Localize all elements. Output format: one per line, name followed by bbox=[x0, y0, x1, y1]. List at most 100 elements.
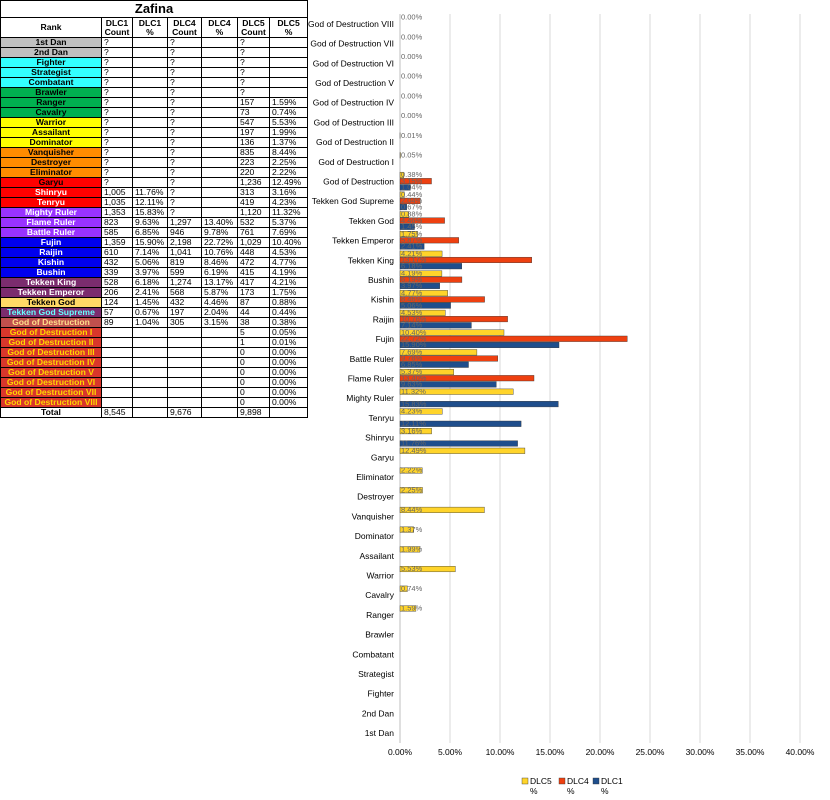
table-cell: 4.21% bbox=[268, 277, 309, 288]
rank-label: Fujin bbox=[0, 237, 102, 248]
table-cell: ? bbox=[167, 197, 202, 208]
category-label: Dominator bbox=[355, 531, 394, 541]
table-cell bbox=[201, 37, 238, 48]
bar bbox=[399, 428, 432, 435]
data-label: 8.46% bbox=[401, 295, 423, 304]
table-cell bbox=[101, 397, 133, 408]
table-cell: ? bbox=[101, 47, 133, 58]
table-cell: ? bbox=[101, 167, 133, 178]
table-cell: 432 bbox=[167, 297, 202, 308]
table-cell: 1,005 bbox=[101, 187, 133, 198]
table-cell: 2.41% bbox=[132, 287, 168, 298]
table-cell: 15.90% bbox=[132, 237, 168, 248]
bar bbox=[399, 270, 443, 277]
rank-label: Battle Ruler bbox=[0, 227, 102, 238]
rank-label: Bushin bbox=[0, 267, 102, 278]
data-label: 22.72% bbox=[401, 334, 427, 343]
table-cell bbox=[167, 377, 202, 388]
data-label: 0.00% bbox=[401, 52, 423, 61]
data-label: 4.19% bbox=[401, 269, 423, 278]
data-label: 1.75% bbox=[401, 229, 423, 238]
table-cell bbox=[101, 387, 133, 398]
table-cell: 0.00% bbox=[268, 357, 309, 368]
table-cell: ? bbox=[101, 157, 133, 168]
table-cell: 528 bbox=[101, 277, 133, 288]
rank-label: Vanquisher bbox=[0, 147, 102, 158]
table-cell: ? bbox=[167, 157, 202, 168]
category-label: God of Destruction I bbox=[318, 157, 394, 167]
table-cell: 5.06% bbox=[132, 257, 168, 268]
bar bbox=[399, 282, 440, 289]
category-label: Destroyer bbox=[357, 492, 394, 502]
table-header: Rank bbox=[0, 17, 102, 38]
table-cell bbox=[132, 137, 168, 148]
table-cell bbox=[201, 47, 238, 58]
category-label: Cavalry bbox=[365, 590, 395, 600]
table-cell: ? bbox=[101, 97, 133, 108]
table-row: God of Destruction VII 0 0.00% bbox=[0, 387, 309, 398]
data-label: 1.37% bbox=[401, 525, 423, 534]
table-cell: ? bbox=[101, 137, 133, 148]
table-cell: ? bbox=[167, 87, 202, 98]
table-cell: 547 bbox=[237, 117, 270, 128]
table-cell bbox=[201, 87, 238, 98]
table-cell: ? bbox=[167, 57, 202, 68]
table-cell bbox=[201, 377, 238, 388]
table-cell bbox=[132, 97, 168, 108]
table-cell: 4.53% bbox=[268, 247, 309, 258]
table-cell bbox=[201, 77, 238, 88]
table-cell bbox=[101, 347, 133, 358]
table-cell bbox=[167, 397, 202, 408]
x-tick-label: 30.00% bbox=[686, 747, 715, 757]
table-row: Tekken Emperor 206 2.41% 568 5.87% 173 1.75% bbox=[0, 287, 309, 298]
table-cell: 5 bbox=[237, 327, 270, 338]
data-label: 0.00% bbox=[401, 13, 423, 22]
table-cell bbox=[101, 367, 133, 378]
rank-label: Warrior bbox=[0, 117, 102, 128]
table-cell bbox=[201, 157, 238, 168]
rank-label: Tekken God Supreme bbox=[0, 307, 102, 318]
table-cell bbox=[201, 127, 238, 138]
total-cell: 8,545 bbox=[101, 407, 133, 418]
data-label: 0.74% bbox=[401, 584, 423, 593]
table-cell: 1.37% bbox=[268, 137, 309, 148]
table-cell: 38 bbox=[237, 317, 270, 328]
table-cell: 197 bbox=[167, 307, 202, 318]
table-row: Tenryu 1,035 12.11%? 419 4.23% bbox=[0, 197, 309, 208]
table-cell bbox=[132, 127, 168, 138]
table-row: Fighter??? bbox=[0, 57, 309, 68]
category-label: Brawler bbox=[365, 630, 394, 640]
table-cell bbox=[132, 387, 168, 398]
table-cell: 5.53% bbox=[268, 117, 309, 128]
table-cell: 11.32% bbox=[268, 207, 309, 218]
rank-label: God of Destruction IV bbox=[0, 357, 102, 368]
table-cell: 5.37% bbox=[268, 217, 309, 228]
table-cell: 87 bbox=[237, 297, 270, 308]
rank-label: Raijin bbox=[0, 247, 102, 258]
category-label: Vanquisher bbox=[352, 511, 395, 521]
category-label: 2nd Dan bbox=[362, 708, 394, 718]
bar bbox=[399, 526, 414, 533]
data-label: 2.25% bbox=[401, 485, 423, 494]
table-cell bbox=[268, 37, 309, 48]
table-cell: 2,198 bbox=[167, 237, 202, 248]
bar bbox=[399, 256, 532, 263]
bar bbox=[399, 184, 411, 191]
legend-swatch bbox=[558, 777, 566, 785]
data-label: 0.44% bbox=[401, 190, 423, 199]
rank-label: Strategist bbox=[0, 67, 102, 78]
rank-label: Brawler bbox=[0, 87, 102, 98]
bar bbox=[399, 420, 522, 427]
rank-label: Kishin bbox=[0, 257, 102, 268]
table-row: Combatant??? bbox=[0, 77, 309, 88]
table-cell: 6.85% bbox=[132, 227, 168, 238]
bar bbox=[399, 191, 405, 198]
data-label: 11.76% bbox=[401, 439, 426, 448]
category-label: Tekken God Supreme bbox=[312, 196, 394, 206]
table-cell: 12.49% bbox=[268, 177, 309, 188]
table-cell: 0.00% bbox=[268, 387, 309, 398]
data-label: 5.37% bbox=[401, 367, 423, 376]
table-cell: 532 bbox=[237, 217, 270, 228]
table-cell bbox=[268, 87, 309, 98]
table-row: God of Destruction VI 0 0.00% bbox=[0, 377, 309, 388]
